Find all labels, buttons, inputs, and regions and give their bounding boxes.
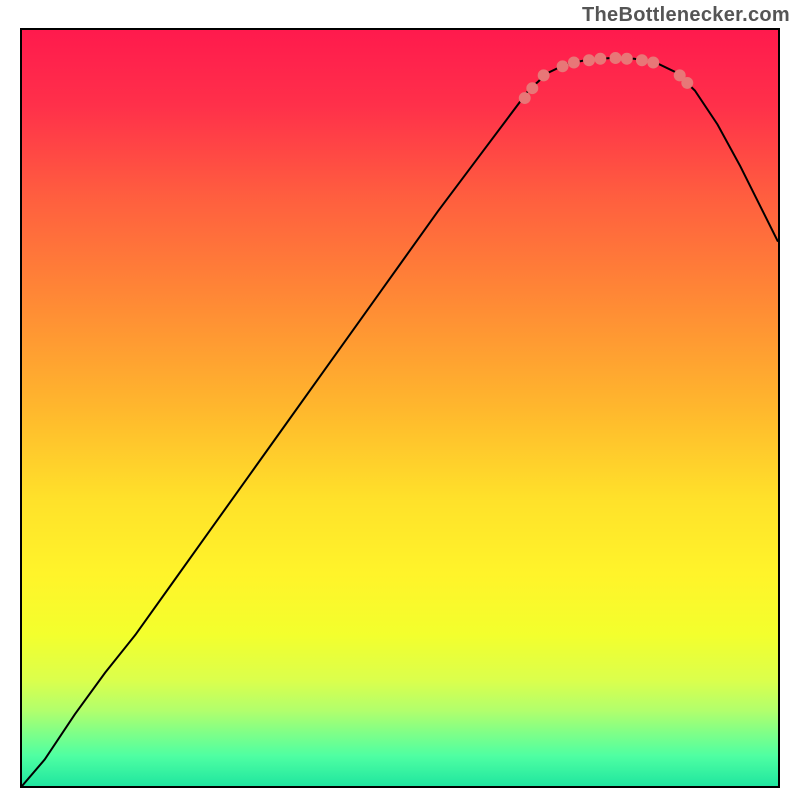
data-marker [519,92,531,104]
plot-area [20,28,780,788]
data-marker [583,54,595,66]
data-markers [519,52,693,104]
data-marker [594,53,606,65]
data-marker [621,53,633,65]
data-marker [636,54,648,66]
data-marker [568,57,580,69]
curve-layer [22,30,778,786]
data-marker [681,77,693,89]
chart-container: TheBottlenecker.com [0,0,800,800]
data-marker [647,57,659,69]
data-marker [557,60,569,72]
watermark-text: TheBottlenecker.com [582,4,790,27]
data-marker [609,52,621,64]
data-marker [526,82,538,94]
bottleneck-curve [22,58,778,786]
data-marker [538,69,550,81]
